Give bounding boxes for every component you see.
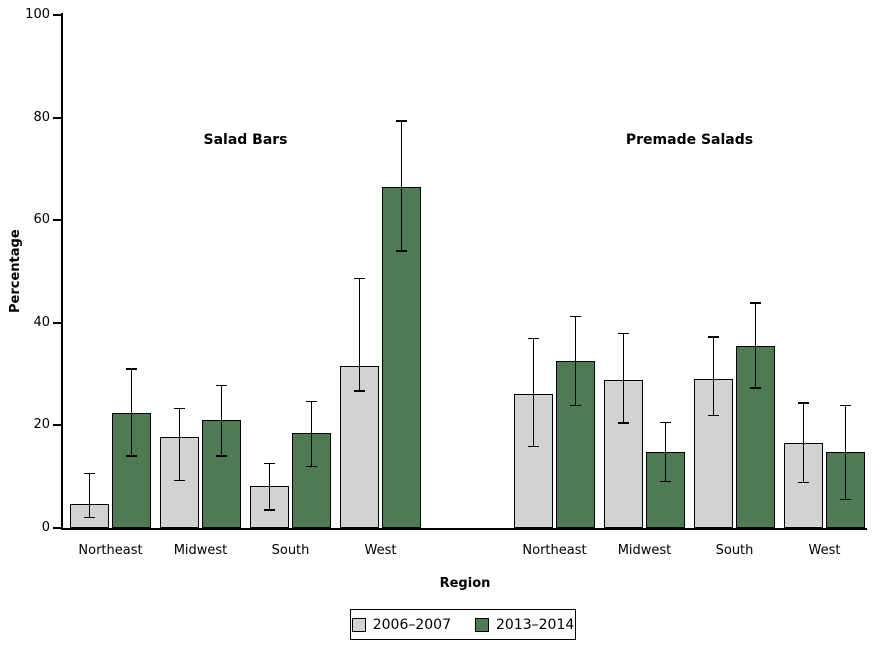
x-axis-title: Region [439, 576, 491, 591]
panel-title-premade-salads: Premade Salads [625, 132, 754, 148]
y-tick-label-60: 60 [33, 212, 50, 228]
error-bar-cap-top-2006-2007-salad-bars-west [354, 277, 365, 280]
error-bar-cap-bottom-2006-2007-premade-salads-south [708, 414, 719, 417]
legend-item-2006-2007: 2006–2007 [351, 616, 451, 633]
y-tick-80 [53, 116, 61, 119]
error-bar-cap-bottom-2006-2007-premade-salads-west [798, 481, 809, 484]
error-bar-cap-top-2013-2014-salad-bars-west [396, 120, 407, 122]
y-tick-20 [53, 424, 61, 427]
y-tick-100 [53, 14, 61, 16]
error-bar-line-2006-2007-premade-salads-midwest [622, 333, 625, 423]
x-category-label-salad-bars-midwest: Midwest [173, 543, 228, 558]
error-bar-line-2006-2007-salad-bars-west [358, 278, 361, 392]
error-bar-line-2013-2014-premade-salads-south [754, 302, 757, 388]
legend-label-2013-2014: 2013–2014 [496, 616, 575, 633]
error-bar-cap-bottom-2006-2007-premade-salads-northeast [528, 445, 539, 448]
error-bar-cap-bottom-2013-2014-salad-bars-west [396, 250, 407, 252]
y-tick-label-40: 40 [33, 314, 50, 330]
y-axis-line [61, 13, 63, 530]
y-tick-label-0: 0 [41, 520, 50, 535]
error-bar-cap-top-2006-2007-salad-bars-midwest [174, 407, 185, 410]
error-bar-line-2013-2014-premade-salads-west [844, 405, 847, 500]
error-bar-cap-bottom-2006-2007-salad-bars-northeast [84, 516, 95, 519]
legend: 2006–2007 2013–2014 [350, 609, 576, 640]
error-bar-line-2006-2007-premade-salads-south [712, 337, 715, 416]
error-bar-line-2013-2014-salad-bars-south [310, 401, 313, 467]
error-bar-cap-bottom-2013-2014-salad-bars-northeast [126, 455, 137, 457]
x-category-label-premade-salads-south: South [715, 543, 754, 558]
error-bar-cap-bottom-2006-2007-premade-salads-midwest [618, 422, 629, 424]
x-category-label-premade-salads-west: West [808, 543, 841, 558]
legend-item-2013-2014: 2013–2014 [475, 617, 574, 633]
legend-swatch-2013-2014 [475, 617, 489, 632]
x-category-label-premade-salads-northeast: Northeast [522, 543, 587, 558]
x-category-label-salad-bars-west: West [364, 543, 397, 558]
error-bar-cap-top-2013-2014-salad-bars-midwest [216, 384, 227, 387]
error-bar-cap-bottom-2013-2014-premade-salads-midwest [660, 480, 671, 483]
error-bar-cap-top-2006-2007-premade-salads-south [708, 336, 719, 338]
error-bar-cap-bottom-2006-2007-salad-bars-west [354, 390, 365, 392]
error-bar-line-2006-2007-salad-bars-south [268, 463, 271, 511]
error-bar-cap-bottom-2006-2007-salad-bars-south [264, 509, 275, 511]
error-bar-line-2006-2007-premade-salads-northeast [532, 338, 535, 447]
x-category-label-salad-bars-northeast: Northeast [78, 543, 143, 558]
error-bar-cap-top-2013-2014-premade-salads-south [750, 302, 761, 304]
error-bar-line-2013-2014-premade-salads-northeast [574, 316, 577, 406]
y-axis-title: Percentage [8, 229, 23, 314]
error-bar-cap-top-2013-2014-premade-salads-west [840, 404, 851, 407]
y-tick-label-80: 80 [33, 109, 50, 125]
legend-swatch-2006-2007 [351, 617, 366, 632]
y-tick-label-100: 100 [25, 7, 50, 22]
error-bar-cap-top-2013-2014-salad-bars-northeast [126, 368, 137, 370]
error-bar-cap-bottom-2013-2014-salad-bars-midwest [216, 455, 227, 457]
error-bar-cap-bottom-2013-2014-premade-salads-northeast [570, 404, 581, 407]
y-tick-40 [53, 321, 61, 324]
bar-2006-2007-salad-bars-west [340, 366, 379, 528]
error-bar-cap-top-2013-2014-premade-salads-northeast [570, 315, 581, 318]
error-bar-cap-top-2006-2007-premade-salads-west [798, 402, 809, 404]
error-bar-cap-bottom-2013-2014-premade-salads-south [750, 387, 761, 389]
error-bar-line-2013-2014-premade-salads-midwest [664, 422, 667, 482]
error-bar-line-2006-2007-premade-salads-west [802, 402, 805, 483]
x-axis-line [61, 528, 867, 530]
error-bar-line-2013-2014-salad-bars-midwest [220, 385, 223, 457]
y-tick-60 [53, 219, 61, 222]
x-category-label-salad-bars-south: South [271, 543, 310, 558]
y-tick-label-20: 20 [33, 417, 50, 433]
error-bar-line-2013-2014-salad-bars-west [400, 121, 403, 251]
y-tick-0 [53, 527, 61, 529]
error-bar-line-2006-2007-salad-bars-northeast [88, 473, 91, 518]
error-bar-cap-bottom-2013-2014-premade-salads-west [840, 498, 851, 501]
error-bar-cap-bottom-2013-2014-salad-bars-south [306, 465, 317, 468]
x-category-label-premade-salads-midwest: Midwest [617, 543, 672, 558]
error-bar-cap-top-2006-2007-salad-bars-northeast [84, 472, 95, 475]
error-bar-cap-top-2013-2014-salad-bars-south [306, 400, 317, 403]
legend-label-2006-2007: 2006–2007 [372, 616, 451, 633]
error-bar-line-2013-2014-salad-bars-northeast [130, 368, 133, 457]
error-bar-cap-top-2013-2014-premade-salads-midwest [660, 421, 671, 424]
error-bar-cap-bottom-2006-2007-salad-bars-midwest [174, 479, 185, 482]
error-bar-cap-top-2006-2007-premade-salads-midwest [618, 332, 629, 335]
error-bar-cap-top-2006-2007-premade-salads-northeast [528, 337, 539, 340]
error-bar-line-2006-2007-salad-bars-midwest [178, 408, 181, 481]
panel-title-salad-bars: Salad Bars [203, 132, 288, 148]
error-bar-cap-top-2006-2007-salad-bars-south [264, 462, 275, 465]
